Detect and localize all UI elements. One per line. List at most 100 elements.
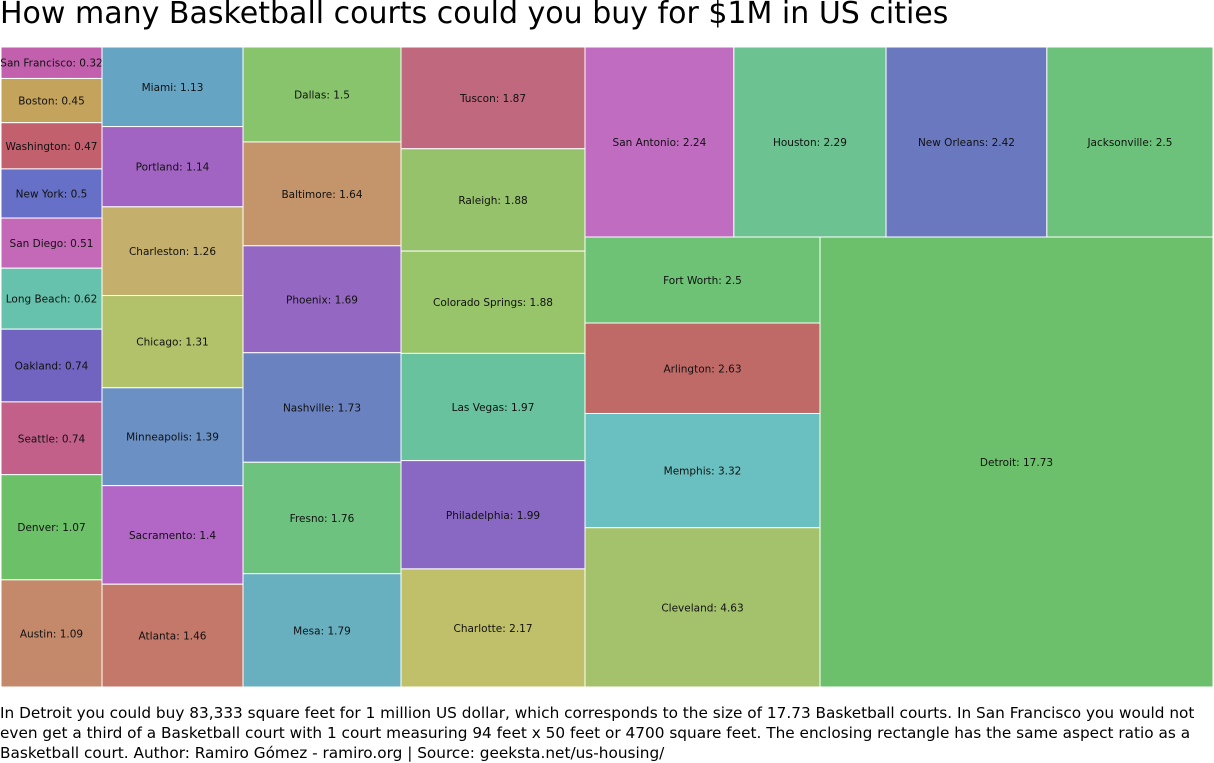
tile-label: Fresno: 1.76 (290, 513, 355, 525)
tile-label: Jacksonville: 2.5 (1086, 137, 1172, 149)
tile-las-vegas: Las Vegas: 1.97 (400, 352, 586, 462)
tile-rect (0, 401, 103, 476)
tile-new-york: New York: 0.5 (0, 168, 103, 219)
tile-rect (733, 46, 887, 238)
tile-fort-worth: Fort Worth: 2.5 (584, 236, 821, 324)
tile-label: Philadelphia: 1.99 (446, 510, 540, 522)
tile-label: Long Beach: 0.62 (6, 294, 98, 306)
tile-miami: Miami: 1.13 (101, 46, 244, 128)
tile-rect (101, 485, 244, 585)
tile-charleston: Charleston: 1.26 (101, 206, 244, 297)
tile-nashville: Nashville: 1.73 (242, 352, 402, 463)
tile-detroit: Detroit: 17.73 (819, 236, 1214, 688)
tile-label: Phoenix: 1.69 (286, 294, 358, 306)
tile-label: Memphis: 3.32 (664, 466, 742, 478)
treemap-chart: San Francisco: 0.32 Boston: 0.45 Washingto… (0, 46, 1214, 688)
tile-label: Colorado Springs: 1.88 (433, 297, 553, 309)
tile-label: San Francisco: 0.32 (0, 58, 102, 70)
tile-cleveland: Cleveland: 4.63 (584, 527, 821, 688)
tile-label: Dallas: 1.5 (294, 89, 350, 101)
tile-rect (0, 267, 103, 330)
tile-label: Las Vegas: 1.97 (452, 402, 535, 414)
tile-sacramento: Sacramento: 1.4 (101, 485, 244, 585)
tile-label: Cleveland: 4.63 (661, 602, 743, 614)
tile-memphis: Memphis: 3.32 (584, 412, 821, 529)
tile-label: Mesa: 1.79 (293, 625, 351, 637)
tile-label: Austin: 1.09 (20, 628, 83, 640)
tile-label: Charleston: 1.26 (129, 246, 216, 258)
tile-mesa: Mesa: 1.79 (242, 573, 402, 688)
tile-rect (101, 206, 244, 297)
tile-rect (584, 527, 821, 688)
tile-seattle: Seattle: 0.74 (0, 401, 103, 476)
tile-fresno: Fresno: 1.76 (242, 461, 402, 575)
tile-rect (101, 583, 244, 688)
tile-rect (0, 46, 103, 79)
tile-label: Atlanta: 1.46 (139, 631, 207, 643)
tile-minneapolis: Minneapolis: 1.39 (101, 387, 244, 487)
tile-san-antonio: San Antonio: 2.24 (584, 46, 735, 238)
tile-rect (584, 322, 821, 414)
tile-label: Detroit: 17.73 (980, 457, 1053, 469)
tile-rect (0, 168, 103, 219)
tile-label: New Orleans: 2.42 (918, 137, 1015, 149)
tile-rect (242, 461, 402, 575)
tile-rect (101, 295, 244, 389)
tile-colorado-springs: Colorado Springs: 1.88 (400, 250, 586, 354)
tile-rect (0, 579, 103, 688)
tile-rect (400, 148, 586, 252)
tile-rect (242, 245, 402, 354)
tile-label: San Antonio: 2.24 (613, 137, 707, 149)
chart-title: How many Basketball courts could you buy… (0, 0, 949, 31)
chart-caption: In Detroit you could buy 83,333 square f… (0, 704, 1195, 762)
tile-rect (0, 77, 103, 124)
tile-new-orleans: New Orleans: 2.42 (885, 46, 1048, 238)
tile-rect (242, 46, 402, 143)
tile-rect (400, 460, 586, 570)
tile-rect (1046, 46, 1214, 238)
tile-philadelphia: Philadelphia: 1.99 (400, 460, 586, 570)
tile-label: Houston: 2.29 (773, 137, 847, 149)
tile-label: Portland: 1.14 (136, 162, 210, 174)
tile-label: Raleigh: 1.88 (458, 195, 527, 207)
tile-washington: Washington: 0.47 (0, 122, 103, 170)
tile-arlington: Arlington: 2.63 (584, 322, 821, 414)
tile-raleigh: Raleigh: 1.88 (400, 148, 586, 252)
tile-phoenix: Phoenix: 1.69 (242, 245, 402, 354)
tile-rect (400, 352, 586, 462)
tile-label: Oakland: 0.74 (15, 361, 89, 373)
tile-label: Washington: 0.47 (6, 141, 98, 153)
tile-charlotte: Charlotte: 2.17 (400, 568, 586, 688)
tile-rect (242, 352, 402, 463)
tile-long-beach: Long Beach: 0.62 (0, 267, 103, 330)
tile-label: Miami: 1.13 (142, 82, 204, 94)
tile-label: Chicago: 1.31 (136, 337, 208, 349)
tile-rect (0, 122, 103, 170)
tile-label: Arlington: 2.63 (663, 363, 741, 375)
tile-rect (400, 568, 586, 688)
tile-denver: Denver: 1.07 (0, 474, 103, 581)
tile-boston: Boston: 0.45 (0, 77, 103, 124)
tile-label: Boston: 0.45 (18, 96, 85, 108)
tile-label: Charlotte: 2.17 (453, 623, 532, 635)
tile-san-francisco: San Francisco: 0.32 (0, 46, 103, 79)
tile-oakland: Oakland: 0.74 (0, 328, 103, 403)
tile-label: Baltimore: 1.64 (281, 189, 362, 201)
tile-label: New York: 0.5 (16, 188, 88, 200)
tile-dallas: Dallas: 1.5 (242, 46, 402, 143)
tile-label: Tuscon: 1.87 (459, 93, 526, 105)
tile-baltimore: Baltimore: 1.64 (242, 141, 402, 247)
tile-austin: Austin: 1.09 (0, 579, 103, 688)
tile-san-diego: San Diego: 0.51 (0, 217, 103, 269)
tile-label: Nashville: 1.73 (283, 403, 361, 415)
tile-label: Fort Worth: 2.5 (663, 275, 742, 287)
tile-rect (584, 412, 821, 529)
tile-label: Sacramento: 1.4 (129, 530, 216, 542)
tile-atlanta: Atlanta: 1.46 (101, 583, 244, 688)
tile-rect (101, 387, 244, 487)
tile-label: San Diego: 0.51 (10, 238, 94, 250)
tile-label: Minneapolis: 1.39 (126, 432, 219, 444)
tile-rect (101, 126, 244, 208)
tile-chicago: Chicago: 1.31 (101, 295, 244, 389)
tile-label: Denver: 1.07 (17, 522, 85, 534)
